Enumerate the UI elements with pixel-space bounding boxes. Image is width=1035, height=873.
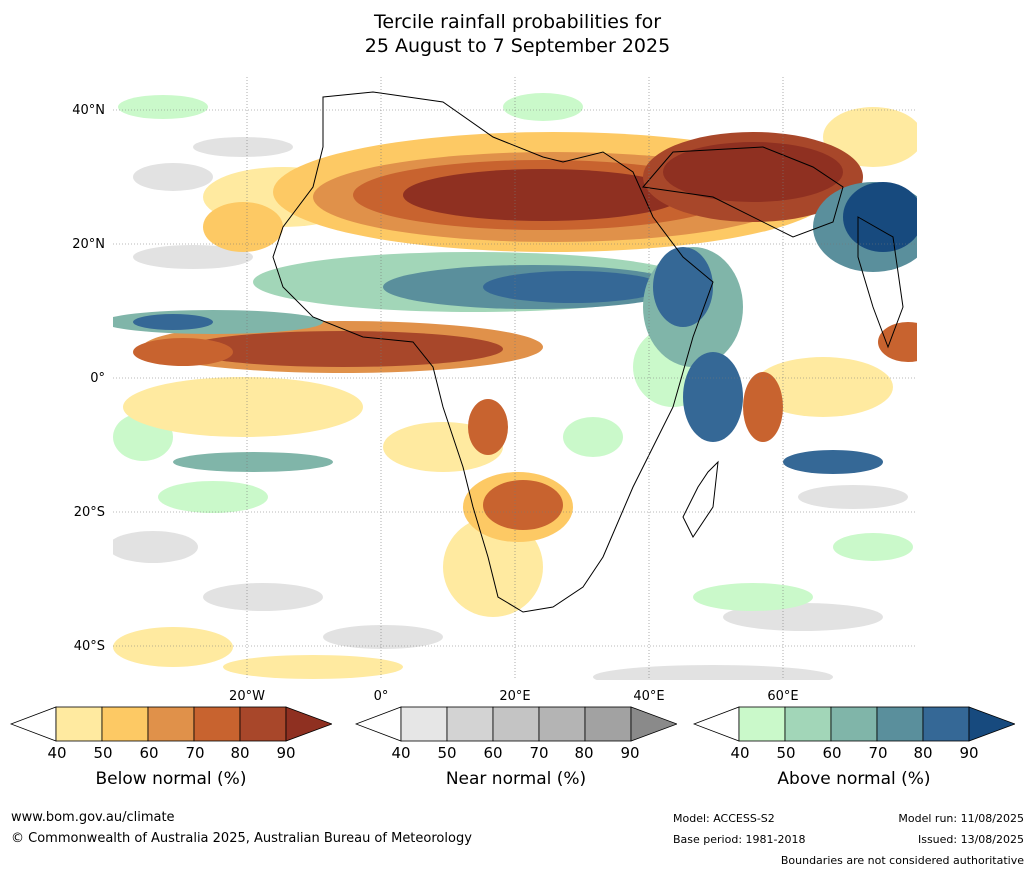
- map-canvas: [113, 77, 917, 680]
- tick-label: 60: [822, 744, 842, 762]
- lat-label-20n: 20°N: [72, 237, 105, 252]
- lon-label-20e: 20°E: [499, 689, 531, 704]
- rainfall-probability-map: [113, 77, 917, 680]
- colorbar-title-near: Near normal (%): [445, 769, 587, 789]
- lon-label-60e: 60°E: [767, 689, 799, 704]
- colorbar-segment: [446, 706, 494, 742]
- tick-label: 60: [139, 744, 159, 762]
- tick-label: 40: [730, 744, 750, 762]
- title-line-1: Tercile rainfall probabilities for: [373, 11, 662, 33]
- tick-label: 90: [620, 744, 640, 762]
- map-title: Tercile rainfall probabilities for 25 Au…: [0, 10, 1035, 58]
- tick-label: 80: [913, 744, 933, 762]
- colorbar-segment: [147, 706, 195, 742]
- footer-disclaimer: Boundaries are not considered authoritat…: [780, 854, 1024, 867]
- footer-model-run: Model run: 11/08/2025: [898, 812, 1024, 825]
- colorbar-segment: [922, 706, 970, 742]
- colorbar-segments: [693, 706, 1015, 742]
- title-line-2: 25 August to 7 September 2025: [364, 35, 671, 57]
- colorbar-low-extension: [355, 706, 402, 742]
- footer-copyright: © Commonwealth of Australia 2025, Austra…: [11, 831, 472, 846]
- tick-label: 70: [529, 744, 549, 762]
- colorbar-high-extension: [968, 706, 1015, 742]
- footer-base-period: Base period: 1981-2018: [673, 833, 806, 846]
- colorbar-title-below: Below normal (%): [95, 769, 247, 789]
- tick-label: 50: [776, 744, 796, 762]
- lon-label-20w: 20°W: [229, 689, 265, 704]
- footer-issued: Issued: 13/08/2025: [917, 833, 1024, 846]
- tick-label: 60: [483, 744, 503, 762]
- colorbar-segment: [55, 706, 103, 742]
- colorbar-segment: [400, 706, 448, 742]
- lat-label-40s: 40°S: [73, 639, 105, 654]
- colorbar-low-extension: [693, 706, 740, 742]
- footer-url: www.bom.gov.au/climate: [11, 810, 175, 825]
- above-normal-strong-areas: [113, 182, 917, 474]
- colorbar-segment: [193, 706, 241, 742]
- colorbar-high-extension: [285, 706, 332, 742]
- colorbar-near-normal: [355, 706, 677, 742]
- colorbar-title-above: Above normal (%): [777, 769, 931, 789]
- colorbar-segment: [876, 706, 924, 742]
- lon-label-0: 0°: [373, 689, 389, 704]
- footer-model: Model: ACCESS-S2: [673, 812, 775, 825]
- lat-label-20s: 20°S: [73, 505, 105, 520]
- colorbar-segment: [830, 706, 878, 742]
- tick-label: 80: [230, 744, 250, 762]
- colorbar-segment: [738, 706, 786, 742]
- colorbar-segments: [10, 706, 332, 742]
- tick-label: 50: [437, 744, 457, 762]
- colorbar-above-normal: [693, 706, 1015, 742]
- tick-label: 70: [185, 744, 205, 762]
- tick-label: 50: [93, 744, 113, 762]
- lat-label-40n: 40°N: [72, 103, 105, 118]
- tick-label: 90: [959, 744, 979, 762]
- colorbar-segment: [101, 706, 149, 742]
- tick-label: 80: [574, 744, 594, 762]
- coastlines: [272, 91, 904, 613]
- tick-label: 90: [276, 744, 296, 762]
- below-normal-strong-areas: [133, 132, 917, 542]
- colorbar-segment: [584, 706, 632, 742]
- colorbar-segment: [239, 706, 287, 742]
- colorbar-segments: [355, 706, 677, 742]
- lat-label-equator: 0°: [90, 371, 105, 386]
- lon-label-40e: 40°E: [633, 689, 665, 704]
- tick-label: 40: [391, 744, 411, 762]
- tick-label: 40: [47, 744, 67, 762]
- colorbar-low-extension: [10, 706, 57, 742]
- tick-label: 70: [868, 744, 888, 762]
- colorbar-segment: [784, 706, 832, 742]
- near-normal-areas: [113, 137, 908, 680]
- colorbar-below-normal: [10, 706, 332, 742]
- graticule: [113, 77, 917, 680]
- colorbar-segment: [538, 706, 586, 742]
- colorbar-high-extension: [630, 706, 677, 742]
- colorbar-segment: [492, 706, 540, 742]
